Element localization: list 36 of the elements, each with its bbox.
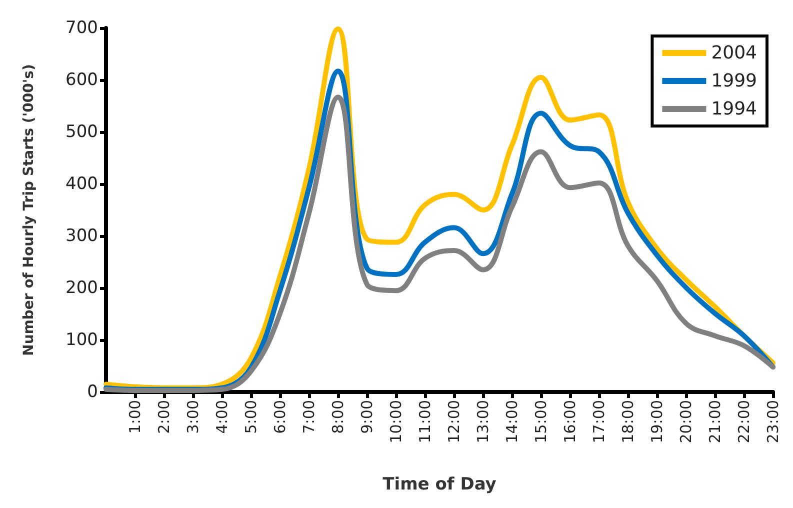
y-tick-label: 100 (66, 330, 98, 350)
y-tick-label: 500 (66, 122, 98, 142)
x-tick-label: 18:00 (619, 400, 637, 444)
x-tick-label: 21:00 (706, 400, 724, 444)
x-tick-label: 6:00 (271, 400, 289, 434)
x-tick-label: 15:00 (532, 400, 550, 444)
x-tick-label: 16:00 (561, 400, 579, 444)
x-tick-label: 1:00 (126, 400, 144, 434)
x-tick-label: 2:00 (155, 400, 173, 434)
y-tick-label: 0 (87, 382, 98, 402)
x-tick-label: 19:00 (648, 400, 666, 444)
x-tick-label: 3:00 (184, 400, 202, 434)
x-tick-label: 14:00 (503, 400, 521, 444)
x-axis-title: Time of Day (382, 474, 496, 494)
x-tick-label: 11:00 (416, 400, 434, 444)
x-tick-label: 5:00 (242, 400, 260, 434)
y-tick-label: 300 (66, 226, 98, 246)
y-axis-title: Number of Hourly Trip Starts ('000's) (21, 64, 37, 356)
x-tick-label: 20:00 (677, 400, 695, 444)
y-tick-label: 700 (66, 18, 98, 38)
x-tick-label: 22:00 (735, 400, 753, 444)
x-tick-label: 7:00 (300, 400, 318, 434)
x-tick-label: 8:00 (329, 400, 347, 434)
x-tick-label: 17:00 (590, 400, 608, 444)
x-tick-label: 10:00 (387, 400, 405, 444)
x-tick-label: 9:00 (358, 400, 376, 434)
x-tick-label: 23:00 (764, 400, 782, 444)
y-tick-label: 400 (66, 174, 98, 194)
x-tick-label: 13:00 (474, 400, 492, 444)
legend-label: 1994 (711, 98, 758, 120)
x-tick-label: 4:00 (213, 400, 231, 434)
y-tick-label: 600 (66, 70, 98, 90)
x-tick-label: 12:00 (445, 400, 463, 444)
legend-label: 2004 (711, 42, 758, 64)
y-tick-label: 200 (66, 278, 98, 298)
legend-label: 1999 (711, 70, 758, 92)
